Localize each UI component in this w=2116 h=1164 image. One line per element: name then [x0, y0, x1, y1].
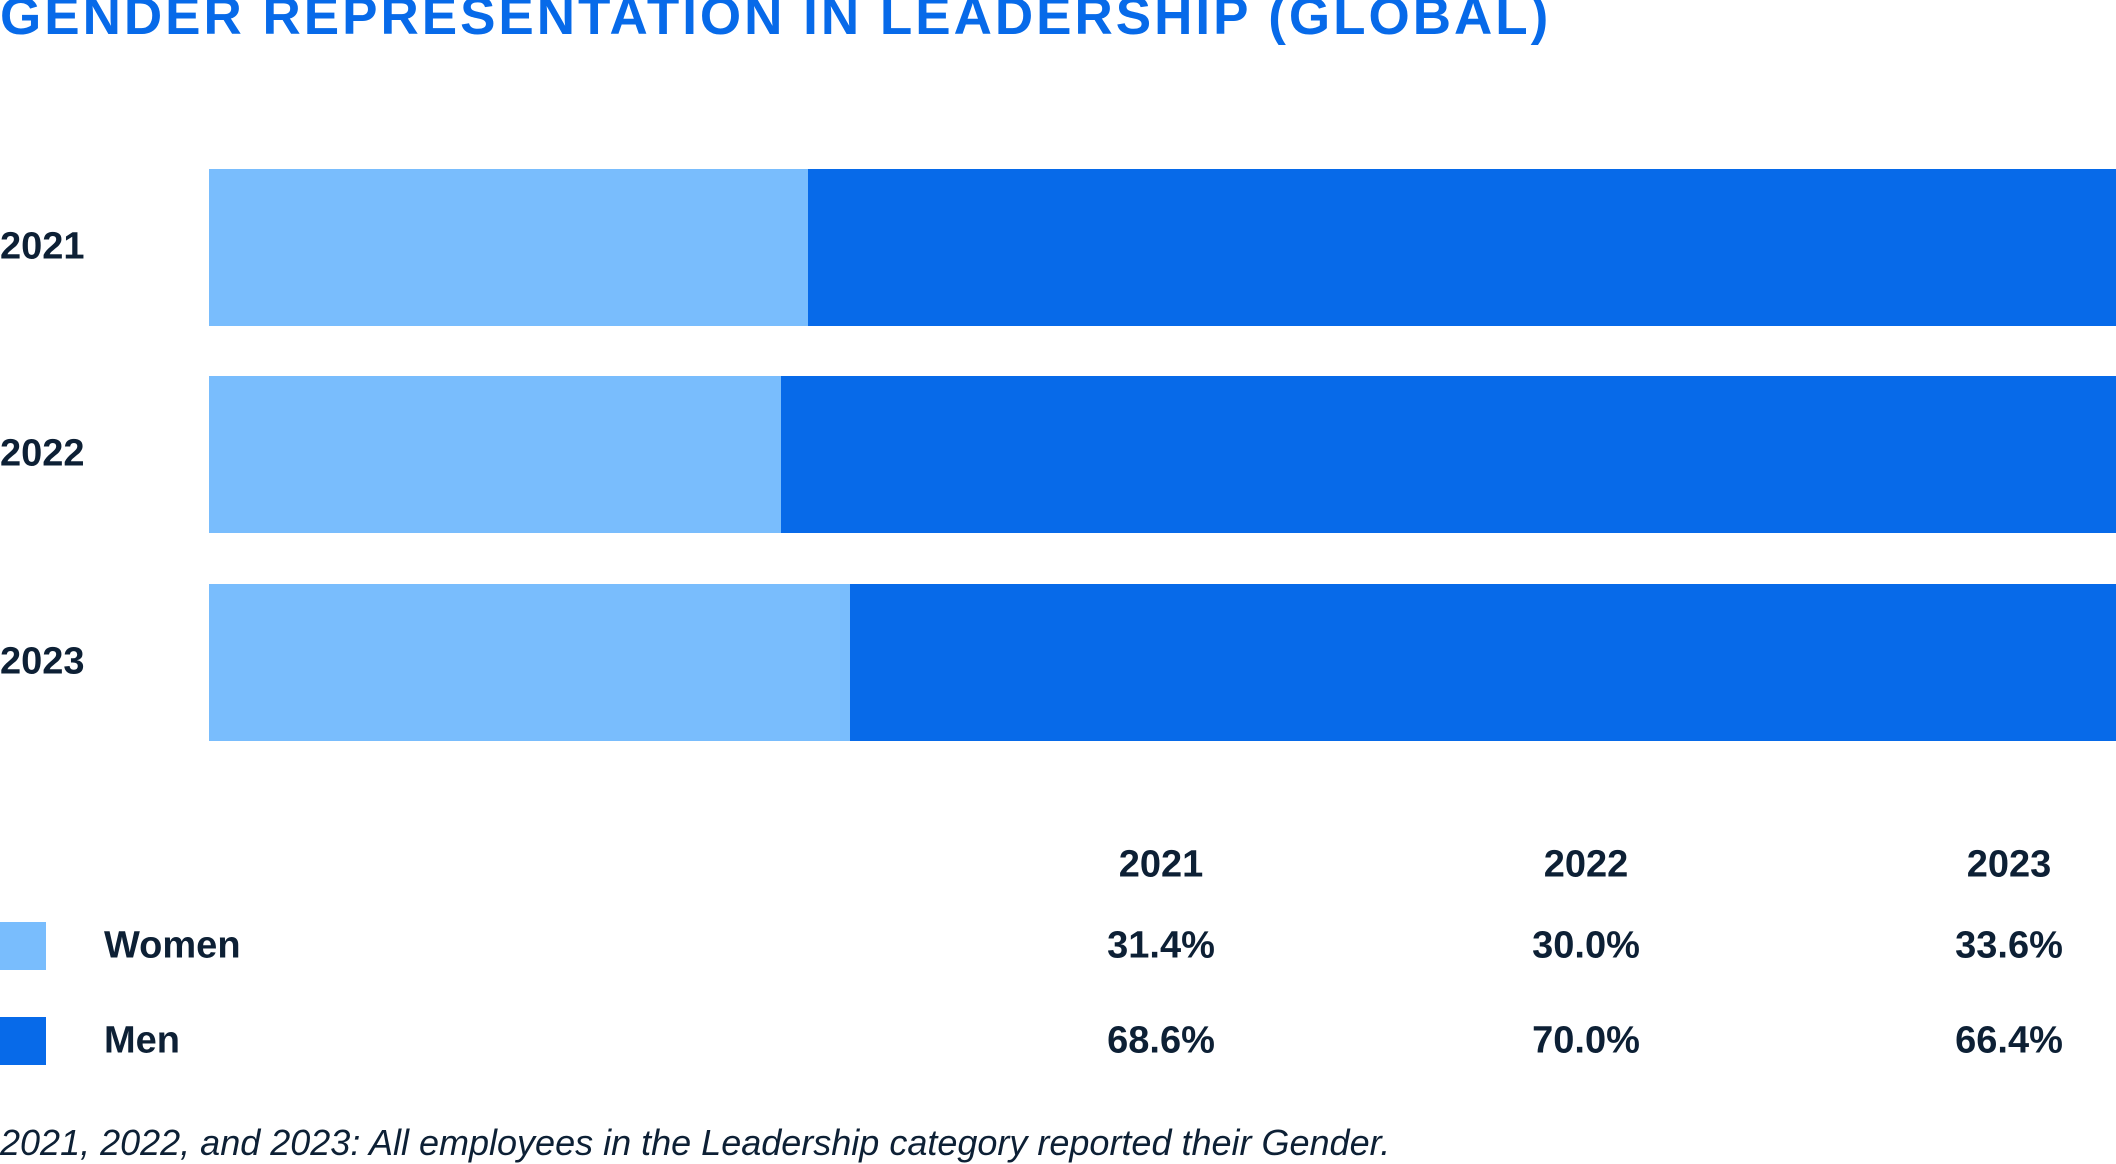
chart-title: GENDER REPRESENTATION IN LEADERSHIP (GLO…: [0, 0, 1552, 46]
table-cell: 66.4%: [1955, 1019, 2063, 1062]
bar-men-2022: [781, 376, 2116, 533]
y-tick-label: 2021: [0, 225, 85, 268]
y-tick-label: 2022: [0, 432, 85, 475]
bar-women-2021: [209, 169, 808, 326]
legend-swatch-women: [0, 922, 46, 970]
bar-women-2023: [209, 584, 850, 741]
table-cell: 33.6%: [1955, 924, 2063, 967]
table-cell: 70.0%: [1532, 1019, 1640, 1062]
table-header: 2021: [1118, 843, 1204, 886]
bar-men-2021: [807, 169, 2116, 326]
bar-women-2022: [209, 376, 782, 533]
legend-label: Women: [104, 924, 241, 967]
table-cell: 68.6%: [1107, 1019, 1215, 1062]
table-header: 2022: [1543, 843, 1629, 886]
y-tick-label: 2023: [0, 640, 85, 683]
table-cell: 31.4%: [1107, 924, 1215, 967]
legend-label: Men: [104, 1019, 180, 1062]
footnote: 2021, 2022, and 2023: All employees in t…: [0, 1122, 1391, 1163]
legend-swatch-men: [0, 1017, 46, 1065]
bar-men-2023: [849, 584, 2116, 741]
table-cell: 30.0%: [1532, 924, 1640, 967]
table-header: 2023: [1966, 843, 2052, 886]
